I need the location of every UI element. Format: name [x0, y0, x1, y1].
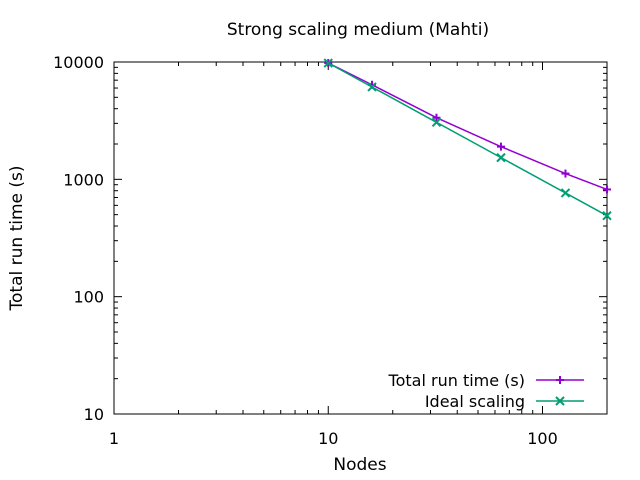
data-point-series-2 [602, 210, 612, 221]
marker-stroke [602, 210, 612, 221]
y-axis-label: Total run time (s) [7, 166, 27, 312]
data-point-series-2 [323, 58, 333, 68]
y-tick-label: 10 [84, 405, 104, 424]
series-line-1 [327, 62, 608, 191]
y-tick-label: 10000 [53, 53, 104, 72]
marker-stroke [431, 117, 442, 127]
y-tick-label: 100 [73, 288, 104, 307]
major-ticks [113, 61, 607, 415]
data-point-series-1 [603, 185, 611, 194]
x-tick-label: 100 [527, 429, 558, 448]
series-layer [323, 58, 612, 221]
x-tick-label: 10 [318, 429, 338, 448]
data-point-series-2 [560, 188, 571, 198]
legend-marker-2 [555, 396, 565, 406]
data-point-series-1 [561, 169, 570, 178]
y-tick-labels: 10 100 1000 10000 [53, 53, 104, 424]
plot-frame [113, 61, 608, 415]
x-tick-labels: 1 10 100 [109, 429, 558, 448]
legend-label-1: Total run time (s) [388, 371, 525, 390]
marker-stroke [496, 152, 506, 163]
data-point-series-2 [496, 152, 506, 163]
x-axis-label: Nodes [333, 455, 386, 475]
series-line-2 [327, 62, 608, 217]
minor-ticks [114, 62, 608, 414]
chart-title: Strong scaling medium (Mahti) [227, 20, 489, 40]
marker-stroke [323, 58, 333, 68]
marker-stroke [367, 82, 377, 92]
y-tick-label: 1000 [63, 170, 104, 189]
legend-marker-1 [556, 376, 564, 384]
data-point-series-2 [431, 117, 442, 127]
marker-stroke [555, 396, 565, 406]
legend: Total run time (s) Ideal scaling [388, 371, 584, 411]
data-point-series-1 [432, 113, 441, 122]
marker-stroke [560, 188, 571, 198]
legend-label-2: Ideal scaling [425, 392, 525, 411]
data-point-series-2 [367, 82, 377, 92]
x-tick-label: 1 [109, 429, 119, 448]
data-point-series-1 [496, 142, 505, 151]
